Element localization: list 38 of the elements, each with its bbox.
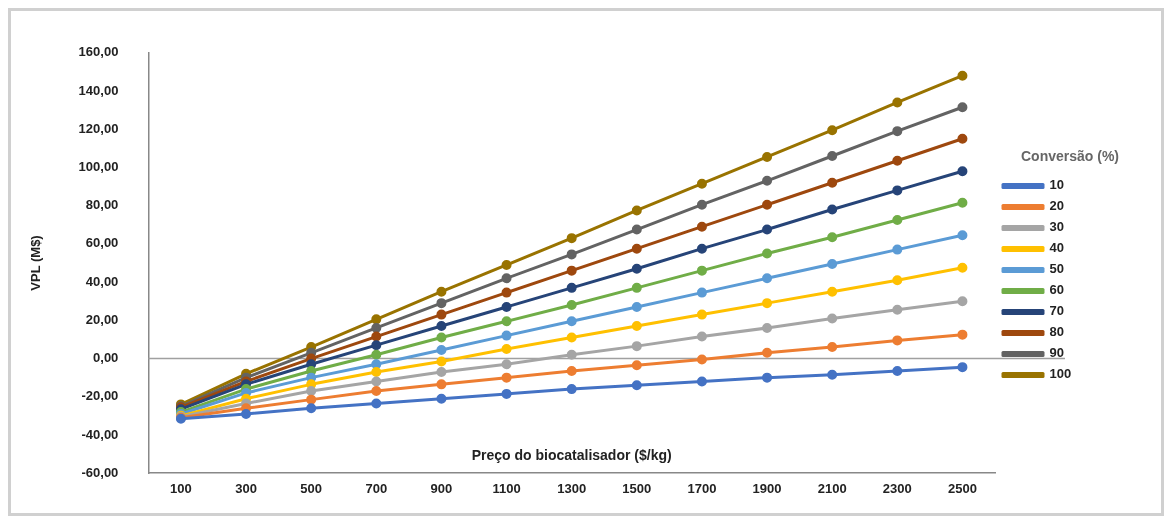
y-tick-label: 160,00 [78, 44, 119, 60]
x-tick-label: 300 [235, 480, 257, 496]
legend-label: 50 [1049, 261, 1064, 277]
y-tick-label: -60,00 [81, 464, 119, 480]
y-tick-label: 60,00 [85, 235, 119, 251]
y-tick-label: 0,00 [93, 350, 119, 366]
legend-label: 70 [1049, 303, 1064, 319]
x-tick-label: 1700 [687, 480, 717, 496]
legend-label: 30 [1049, 219, 1064, 235]
y-tick-label: 100,00 [78, 159, 119, 175]
legend-title: Conversão (%) [1020, 148, 1120, 165]
x-axis-title: Preço do biocatalisador ($/kg) [471, 447, 672, 464]
y-tick-label: -20,00 [81, 388, 119, 404]
x-tick-label: 2300 [882, 480, 912, 496]
y-tick-label: 80,00 [85, 197, 119, 213]
x-tick-label: 100 [170, 480, 192, 496]
x-tick-label: 700 [365, 480, 388, 496]
legend-label: 90 [1049, 345, 1064, 361]
legend-label: 100 [1049, 366, 1072, 382]
legend-label: 10 [1049, 177, 1064, 193]
x-tick-label: 1500 [622, 480, 652, 496]
y-tick-label: -40,00 [81, 426, 119, 442]
x-tick-label: 1300 [557, 480, 587, 496]
legend-label: 80 [1049, 324, 1064, 340]
x-tick-label: 900 [430, 480, 453, 496]
y-axis-title: VPL (M$) [28, 235, 44, 291]
legend-label: 40 [1049, 240, 1064, 256]
x-tick-label: 2500 [947, 480, 977, 496]
y-tick-label: 140,00 [78, 82, 119, 98]
y-tick-label: 20,00 [85, 311, 119, 327]
y-tick-label: 120,00 [78, 120, 119, 136]
x-tick-label: 2100 [817, 480, 847, 496]
x-tick-label: 500 [300, 480, 323, 496]
x-tick-label: 1900 [752, 480, 782, 496]
x-tick-label: 1100 [492, 480, 521, 496]
legend-label: 20 [1049, 198, 1064, 214]
legend-label: 60 [1049, 282, 1064, 298]
y-tick-label: 40,00 [85, 273, 119, 289]
